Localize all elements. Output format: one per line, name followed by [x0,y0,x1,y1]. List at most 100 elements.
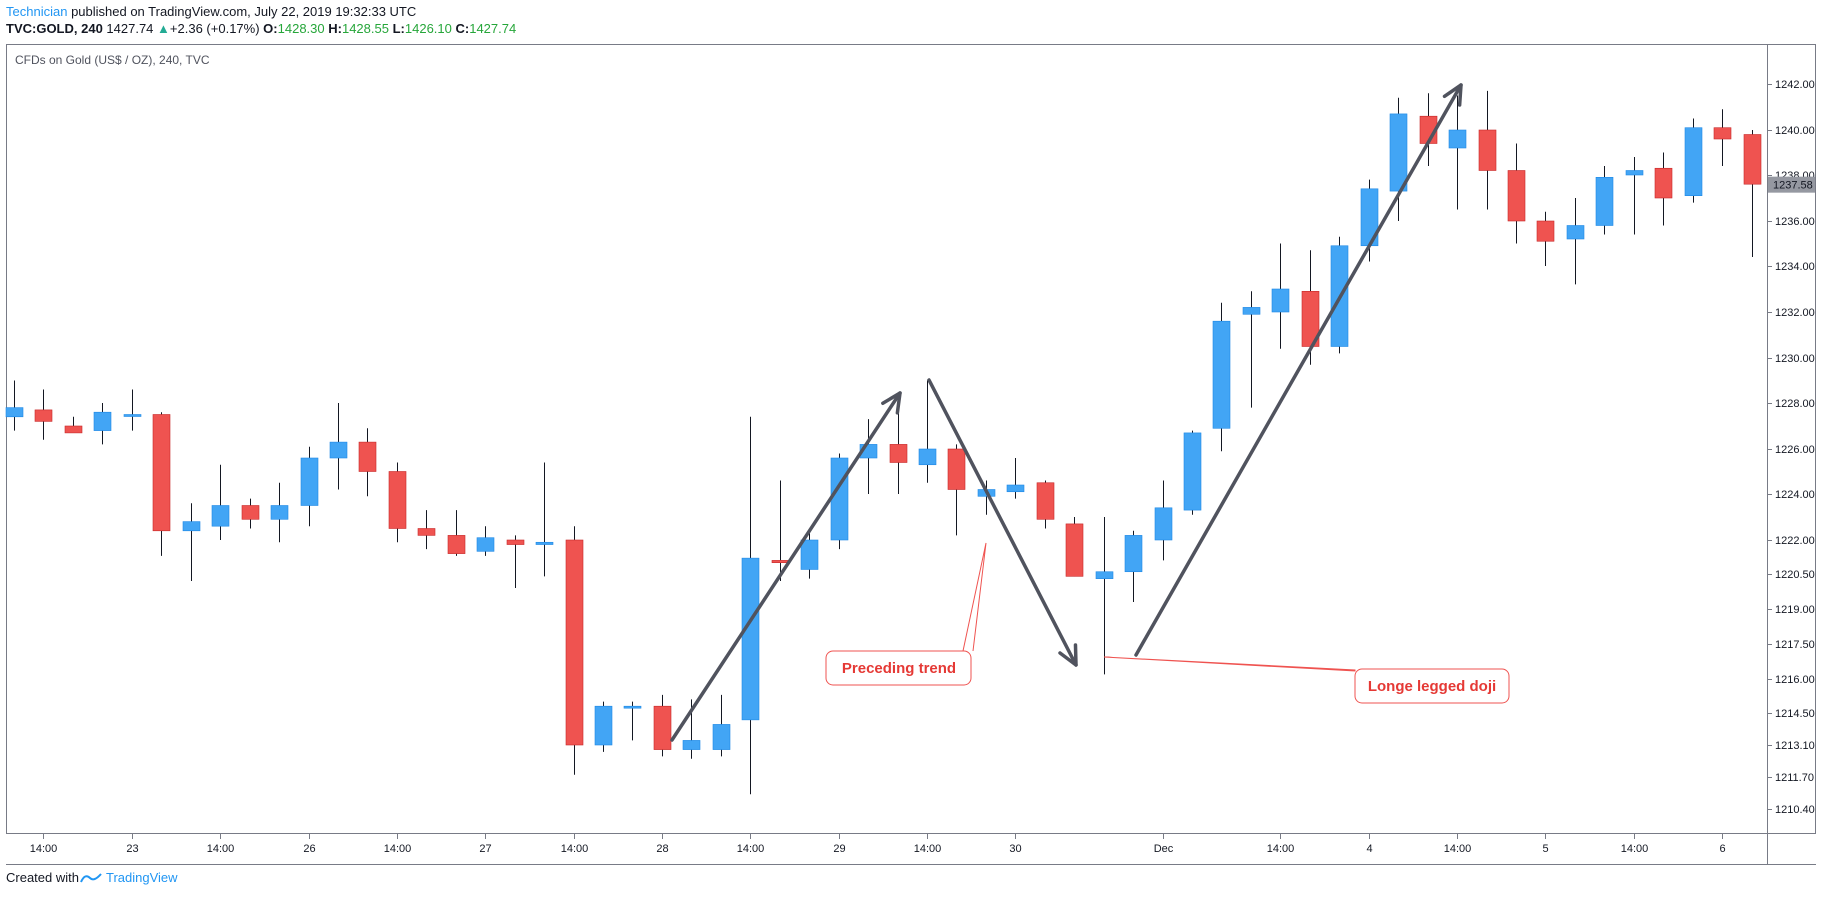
candle-body [1095,571,1114,579]
candle-body [123,414,142,417]
candle [358,428,377,497]
candle [300,446,319,527]
candle-body [682,740,701,750]
candle-body [241,505,260,520]
candle [182,503,201,581]
time-tick-label: 5 [1542,843,1548,855]
candle-body [1566,225,1585,240]
candle-body [358,441,377,472]
candle [741,416,760,795]
candle [889,407,908,494]
open-value: 1428.30 [277,21,325,36]
candle-body [417,528,436,536]
high-value: 1428.55 [341,21,389,36]
annotation-callout[interactable]: Longe legged doji [1103,656,1510,704]
callout-box [1354,668,1510,704]
candle-body [535,541,554,545]
candle-body [34,409,53,422]
time-tick-label: 30 [1009,843,1021,855]
callout-text: Longe legged doji [1368,678,1496,695]
candle [93,403,112,445]
candle-body [712,724,731,750]
candle [623,701,642,741]
price-tick-label: 1219.00 [1775,604,1815,616]
candle-body [1536,220,1555,242]
candle [1389,97,1408,221]
candle-body [1183,432,1202,511]
candle [1095,517,1114,675]
candle-body [1743,134,1762,185]
candle [1536,211,1555,266]
time-tick-label: Dec [1154,843,1174,855]
trend-arrow [927,378,1078,667]
time-tick-label: 14:00 [737,843,765,855]
candle [1360,179,1379,262]
candle-body [329,441,348,459]
price-tick-label: 1213.10 [1775,740,1815,752]
candle-body [506,539,525,545]
candle-body [889,444,908,463]
candle [1212,302,1231,452]
candle-body [1036,482,1055,520]
callout-box [825,650,972,686]
last-price-tag [1768,176,1815,193]
change-arrow-icon: ▲ [157,21,170,36]
time-tick-label: 14:00 [30,843,58,855]
published-text: published on TradingView.com, July 22, 2… [71,4,417,19]
time-tick-label: 6 [1719,843,1725,855]
tradingview-logo-icon [80,872,102,882]
price-tick-label: 1217.50 [1775,639,1815,651]
time-tick-label: 28 [656,843,668,855]
footer: Created with TradingView [6,870,178,885]
candle [1242,291,1261,408]
candle-body [565,539,584,746]
time-tick-label: 14:00 [1444,843,1472,855]
candle [653,694,672,757]
chart-frame [6,44,1816,834]
candle [1154,480,1173,561]
candle [712,694,731,757]
candle-body [1124,535,1143,573]
candle-body [1065,523,1084,577]
candle [1006,458,1025,499]
time-tick-label: 14:00 [914,843,942,855]
candle-body [152,414,171,532]
candle-body [918,448,937,466]
time-tick-label: 14:00 [1621,843,1649,855]
symbol-label: TVC:GOLD, 240 [6,21,103,36]
last-price-tag-label: 1237.58 [1773,180,1813,192]
candle [123,389,142,431]
candle-body [830,457,849,541]
tradingview-brand[interactable]: TradingView [105,870,178,885]
time-tick-label: 14:00 [1267,843,1295,855]
trend-arrow [670,391,902,742]
price-tick-label: 1211.70 [1775,772,1814,784]
candle [329,403,348,490]
candle [594,701,613,752]
open-label: O: [263,21,278,36]
price-tick-label: 1228.00 [1775,398,1815,410]
price-tick-label: 1242.00 [1775,79,1815,91]
trend-arrow [1134,83,1463,657]
chart-title: CFDs on Gold (US$ / OZ), 240, TVC [15,53,210,67]
time-axis: 14:00 23 14:00 26 14:00 27 14:00 28 14:00 29 14:00… [30,834,1726,855]
candle [1271,243,1290,349]
candle-body [1654,167,1673,199]
price-tick-label: 1210.40 [1775,804,1815,816]
price-tick-label: 1234.00 [1775,261,1815,273]
candle [947,444,966,536]
price-tick-label: 1232.00 [1775,307,1815,319]
candle [1743,130,1762,257]
annotation-callout[interactable]: Preceding trend [825,542,987,686]
candle [1183,430,1202,515]
close-label: C: [455,21,470,36]
publish-line: Technician published on TradingView.com,… [6,3,516,20]
author-link[interactable]: Technician [6,4,68,19]
time-tick-label: 23 [126,843,138,855]
drawings-layer: Preceding trend Longe legged doji [670,83,1510,742]
candle-body [447,535,466,554]
trend-arrow-head-icon [881,391,902,415]
candle-body [93,411,112,431]
time-tick-label: 29 [833,843,845,855]
